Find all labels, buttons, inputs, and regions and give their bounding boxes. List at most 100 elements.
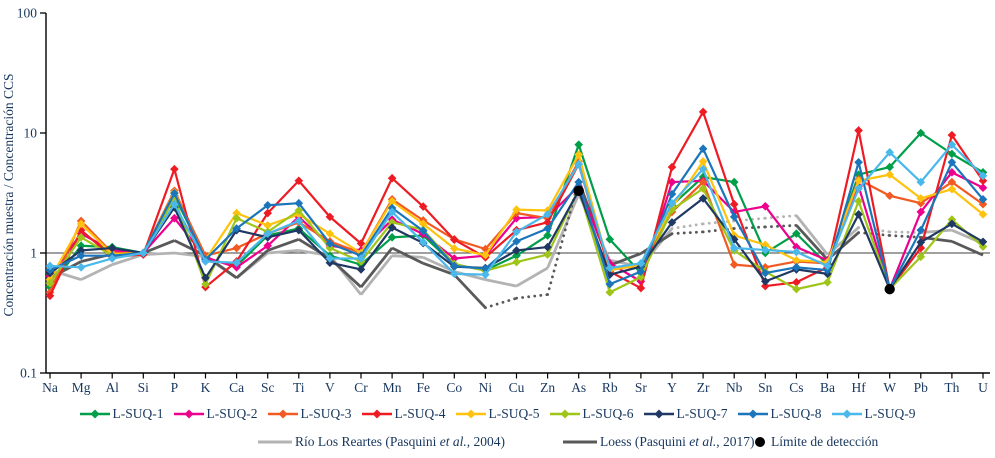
series-marker-L-SUQ-8-Zn [543, 224, 552, 233]
series-marker-L-SUQ-9-Na [45, 261, 55, 271]
series-marker-L-SUQ-7-Pb [916, 237, 926, 247]
reference-line-dotted-Loess [483, 296, 518, 310]
legend-item-reference-loess: Loess (Pasquini et al., 2017) [563, 431, 755, 453]
series-marker-L-SUQ-8-Th [947, 157, 957, 167]
reference-line-Río [795, 214, 829, 256]
series-marker-L-SUQ-9-Co [450, 269, 459, 279]
series-marker-L-SUQ-8-Pb [916, 225, 926, 235]
series-marker-L-SUQ-3-W [885, 191, 894, 201]
series-marker-L-SUQ-6-Cs [792, 284, 801, 294]
series-marker-L-SUQ-2-Y [667, 177, 677, 187]
series-marker-L-SUQ-5-Th [947, 184, 957, 194]
series-line-L-SUQ-4 [49, 110, 984, 297]
reference-line-dotted-Loess [701, 227, 736, 234]
series-marker-L-SUQ-6-K [201, 279, 210, 289]
series-marker-L-SUQ-7-Cr [356, 265, 366, 274]
series-marker-L-SUQ-4-V [325, 212, 335, 222]
y-axis-title: Concentración muestra / Concentración CC… [1, 74, 16, 317]
series-marker-L-SUQ-6-Na [45, 278, 55, 288]
y-tick-label: 0.1 [20, 366, 37, 381]
series-marker-L-SUQ-9-Fe [418, 237, 428, 247]
legend-label: L-SUQ-1 [112, 406, 164, 421]
series-marker-L-SUQ-9-Rb [605, 263, 615, 273]
series-marker-L-SUQ-4-Co [450, 235, 459, 245]
series-marker-L-SUQ-8-V [325, 239, 335, 248]
series-marker-L-SUQ-7-K [201, 273, 210, 283]
series-marker-L-SUQ-9-Al [107, 254, 117, 263]
series-marker-L-SUQ-9-V [325, 254, 335, 263]
x-tick-label-Cs: Cs [789, 380, 803, 395]
reference-line-Loess [267, 238, 300, 252]
series-marker-L-SUQ-2-Ca [232, 263, 241, 272]
series-marker-L-SUQ-1-Zn [543, 231, 552, 240]
series-marker-L-SUQ-4-Mg [76, 225, 86, 235]
legend-label: L-SUQ-4 [394, 406, 446, 421]
series-marker-L-SUQ-7-Zr [698, 194, 708, 203]
series-marker-L-SUQ-2-Pb [916, 207, 926, 217]
series-marker-L-SUQ-7-Al [107, 243, 117, 253]
legend-label: L-SUQ-7 [676, 406, 728, 421]
x-tick-label-Co: Co [446, 380, 462, 395]
legend-swatch-icon [643, 409, 674, 419]
series-marker-L-SUQ-4-Sc [263, 208, 272, 218]
legend-item-L-SUQ-8: L-SUQ-8 [737, 406, 822, 422]
series-marker-L-SUQ-3-Ca [232, 243, 241, 253]
legend-line-icon [563, 440, 597, 444]
series-marker-L-SUQ-9-Si [139, 248, 148, 258]
series-marker-L-SUQ-6-Zn [543, 250, 552, 259]
legend-label: L-SUQ-3 [300, 406, 352, 421]
series-marker-L-SUQ-1-Nb [729, 177, 739, 187]
reference-line-Río [267, 249, 299, 255]
series-marker-L-SUQ-4-Sn [761, 281, 770, 291]
series-marker-L-SUQ-5-Co [450, 244, 459, 253]
legend-line-icon [258, 440, 292, 444]
reference-line-Río [174, 251, 206, 259]
series-marker-L-SUQ-1-Th [947, 149, 957, 159]
series-marker-L-SUQ-8-Cu [512, 237, 521, 246]
legend-label: Río Los Reartes (Pasquini et al., 2004) [295, 434, 505, 449]
series-marker-L-SUQ-7-Cu [512, 246, 521, 255]
series-marker-L-SUQ-1-Cs [792, 229, 801, 238]
series-marker-L-SUQ-9-Hf [854, 184, 863, 193]
legend-item-L-SUQ-9: L-SUQ-9 [831, 406, 916, 422]
series-marker-L-SUQ-5-Hf [854, 176, 863, 186]
x-tick-label-Ti: Ti [293, 380, 305, 395]
series-marker-L-SUQ-6-Pb [916, 252, 926, 262]
series-marker-L-SUQ-9-Cr [356, 254, 366, 263]
series-marker-L-SUQ-7-Zn [543, 242, 552, 252]
series-marker-L-SUQ-9-Mn [387, 207, 397, 217]
series-marker-L-SUQ-8-Rb [605, 279, 615, 289]
legend-swatch-icon [173, 409, 204, 419]
series-marker-L-SUQ-5-W [885, 170, 894, 179]
series-marker-L-SUQ-9-Ba [823, 261, 832, 271]
reference-line-Loess [795, 224, 829, 261]
reference-line-Loess [453, 273, 487, 309]
detection-limit-dot-As [573, 185, 584, 196]
series-marker-L-SUQ-4-Hf [854, 126, 863, 135]
x-tick-label-Ni: Ni [479, 380, 493, 395]
legend-item-L-SUQ-2: L-SUQ-2 [173, 406, 258, 422]
legend-item-L-SUQ-1: L-SUQ-1 [79, 406, 164, 422]
series-marker-L-SUQ-9-Y [667, 198, 677, 208]
series-marker-L-SUQ-6-Hf [854, 196, 863, 206]
reference-line-Río [546, 193, 580, 269]
series-marker-L-SUQ-2-P [170, 213, 179, 223]
x-tick-label-V: V [325, 380, 335, 395]
x-tick-label-W: W [883, 380, 896, 395]
series-marker-L-SUQ-4-Nb [729, 199, 739, 209]
legend-swatch-icon [549, 409, 580, 419]
series-marker-L-SUQ-5-Mg [76, 219, 86, 229]
series-marker-L-SUQ-9-Th [947, 140, 957, 149]
x-tick-label-Sr: Sr [635, 380, 648, 395]
x-tick-label-Th: Th [944, 380, 959, 395]
legend-label: Límite de detección [771, 434, 879, 449]
legend-label: Loess (Pasquini et al., 2017) [600, 434, 755, 449]
series-marker-L-SUQ-8-Nb [729, 212, 739, 222]
legend-references-row: Río Los Reartes (Pasquini et al., 2004) L… [0, 431, 995, 453]
reference-line-dotted-Loess [763, 223, 798, 229]
series-marker-L-SUQ-9-U [978, 171, 988, 181]
series-marker-L-SUQ-9-Cu [512, 227, 521, 237]
series-marker-L-SUQ-3-Ni [481, 244, 490, 254]
series-marker-L-SUQ-5-As [574, 150, 583, 159]
